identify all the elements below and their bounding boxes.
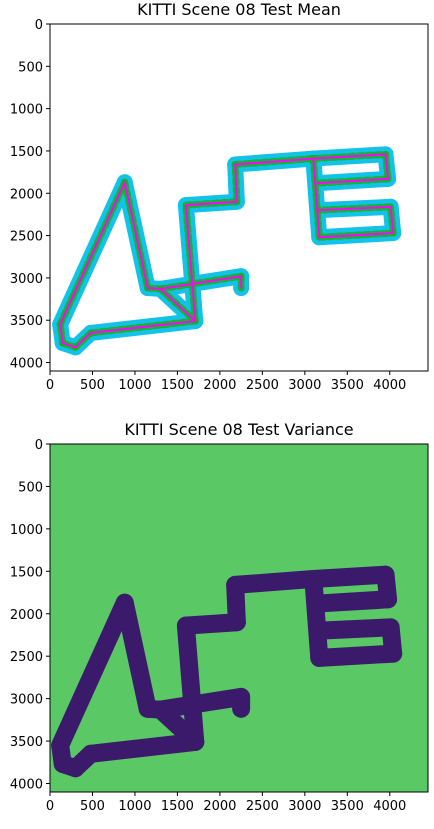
trajectory-path-segment	[184, 204, 197, 323]
y-axis-ticks: 0 500 1000 1500 2000 2500 3000 3500 4000	[10, 18, 50, 372]
x-tick-label: 4000	[373, 378, 406, 393]
y-tick-label: 1000	[10, 103, 43, 118]
y-tick-label: 3500	[10, 735, 43, 750]
trajectory-path-segment	[312, 153, 387, 160]
y-axis-ticks: 0 500 1000 1500 2000 2500 3000 3500 4000	[10, 438, 50, 793]
x-tick-label: 3000	[288, 378, 321, 393]
trajectory-path-segment	[159, 287, 197, 323]
y-tick-label: 500	[18, 60, 43, 75]
x-tick-label: 1500	[161, 799, 194, 814]
trajectory-band-segment	[176, 616, 205, 751]
trajectory-band-segment	[304, 569, 329, 667]
trajectory-path-segment	[389, 205, 395, 235]
x-axis-ticks: 0 500 1000 1500 2000 2500 3000 3500 4000	[46, 371, 406, 393]
x-tick-label: 2000	[203, 378, 236, 393]
trajectory-path-segment	[234, 157, 315, 166]
trajectory-path-segment	[184, 200, 238, 207]
trajectory-path-segment	[74, 331, 92, 349]
trajectory-path-segment	[318, 232, 395, 239]
trajectory-path-segment	[59, 323, 64, 345]
x-tick-label: 2500	[246, 799, 279, 814]
x-tick-label: 500	[80, 799, 105, 814]
trajectory-path-segment	[61, 342, 77, 349]
trajectory-band-segment	[81, 732, 205, 763]
plot-title: KITTI Scene 08 Test Variance	[124, 420, 353, 439]
plot-frame	[49, 443, 429, 793]
y-tick-label: 1500	[10, 145, 43, 160]
y-tick-label: 0	[35, 18, 43, 33]
trajectory-band-segment	[310, 644, 403, 667]
x-tick-label: 0	[46, 799, 54, 814]
trajectory-band-segment	[115, 593, 157, 718]
mean-plot: KITTI Scene 08 Test Mean 0 500 1000 1500 200…	[10, 0, 429, 393]
trajectory-path-segment	[234, 163, 238, 203]
x-tick-label: 3500	[331, 378, 364, 393]
x-tick-label: 4000	[373, 799, 406, 814]
x-tick-label: 3500	[331, 799, 364, 814]
trajectory-path-segment	[146, 287, 162, 290]
x-tick-label: 2500	[246, 378, 279, 393]
trajectory-path-segment	[312, 157, 321, 239]
x-tick-label: 3000	[288, 799, 321, 814]
trajectory-band-segment	[51, 593, 134, 755]
trajectory-path-segment	[123, 181, 149, 290]
y-tick-label: 1000	[10, 523, 43, 538]
x-tick-label: 2000	[203, 799, 236, 814]
trajectory-path-segment	[316, 205, 392, 212]
y-tick-label: 3000	[10, 693, 43, 708]
x-tick-label: 1000	[118, 378, 151, 393]
y-tick-label: 3000	[10, 272, 43, 287]
trajectory-band-segment	[308, 590, 398, 613]
trajectory-path-segment	[59, 181, 126, 326]
trajectory-path-segment	[89, 320, 197, 334]
plot-frame	[49, 23, 429, 372]
trajectory-band-segment	[226, 569, 323, 594]
variance-plot: KITTI Scene 08 Test Variance 0 500 1000 150…	[10, 420, 429, 814]
y-tick-label: 4000	[10, 778, 43, 793]
trajectory-band-segment	[51, 736, 72, 773]
y-tick-label: 500	[18, 480, 43, 495]
trajectory-path-segment	[316, 177, 390, 185]
y-tick-label: 2000	[10, 608, 43, 623]
y-tick-label: 2500	[10, 230, 43, 245]
plot-title: KITTI Scene 08 Test Mean	[137, 0, 341, 19]
trajectory-path-segment	[384, 153, 390, 180]
x-tick-label: 500	[80, 378, 105, 393]
trajectory-bands	[51, 565, 403, 778]
x-tick-label: 0	[46, 378, 54, 393]
x-tick-label: 1500	[161, 378, 194, 393]
x-axis-ticks: 0 500 1000 1500 2000 2500 3000 3500 4000	[46, 792, 406, 814]
trajectory-path	[59, 153, 395, 349]
y-tick-label: 4000	[10, 357, 43, 372]
trajectory-band-segment	[308, 618, 400, 640]
trajectory-band-segment	[304, 565, 395, 588]
y-tick-label: 0	[35, 438, 43, 453]
trajectory-path-segment	[159, 275, 243, 290]
y-tick-label: 3500	[10, 314, 43, 329]
y-tick-label: 2500	[10, 650, 43, 665]
x-tick-label: 1000	[118, 799, 151, 814]
y-tick-label: 1500	[10, 565, 43, 580]
y-tick-label: 2000	[10, 187, 43, 202]
